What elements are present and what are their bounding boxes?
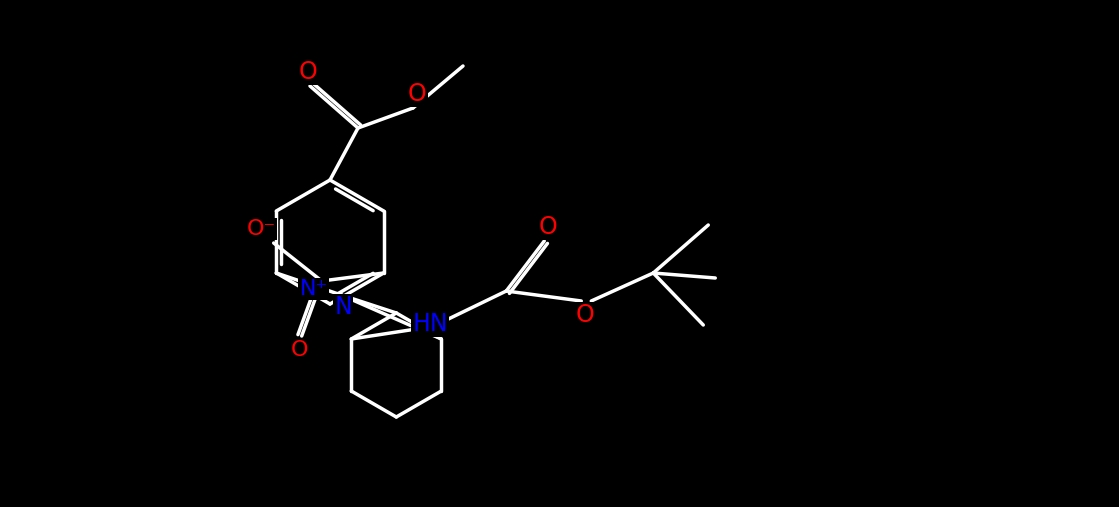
- Text: N: N: [335, 295, 352, 319]
- Text: HN: HN: [413, 312, 448, 336]
- Text: O⁻: O⁻: [247, 219, 276, 239]
- Text: N⁺: N⁺: [300, 279, 328, 299]
- Text: O: O: [539, 215, 557, 239]
- Text: O: O: [291, 340, 309, 360]
- Text: O: O: [299, 60, 318, 84]
- Text: O: O: [576, 303, 594, 327]
- Text: O: O: [407, 82, 426, 106]
